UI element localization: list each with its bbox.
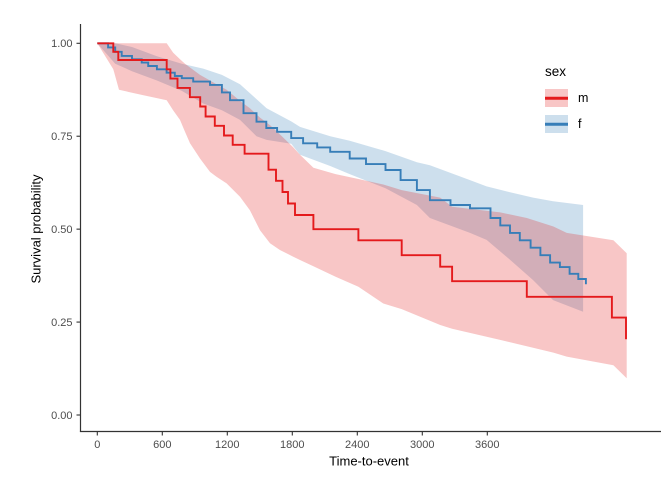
- legend-key-icon: [545, 89, 568, 107]
- y-tick-label: 0.25: [51, 317, 72, 329]
- x-tick-label: 3000: [410, 439, 434, 451]
- y-tick-label: 0.00: [51, 410, 72, 422]
- confidence-band-f: [97, 43, 584, 312]
- legend-item-label: m: [578, 91, 589, 105]
- y-axis-title: Survival probability: [28, 174, 44, 284]
- legend-item-label: f: [578, 117, 582, 131]
- confidence-band-m: [97, 43, 627, 379]
- legend-key-line: [545, 96, 568, 100]
- legend-title: sex: [545, 64, 567, 79]
- survival-curve-f: [97, 42, 587, 285]
- x-tick-label: 3600: [475, 439, 499, 451]
- x-tick-label: 2400: [345, 439, 369, 451]
- y-tick-label: 0.50: [51, 224, 72, 236]
- legend-key-icon: [545, 115, 568, 133]
- y-tick-label: 0.75: [51, 131, 72, 143]
- legend-key-line: [545, 122, 568, 126]
- x-tick-label: 1800: [280, 439, 304, 451]
- y-tick-label: 1.00: [51, 38, 72, 50]
- legend-item-m: m: [545, 89, 588, 107]
- x-tick-label: 0: [94, 439, 100, 451]
- x-axis-title: Time-to-event: [329, 453, 409, 469]
- legend-item-f: f: [545, 115, 588, 133]
- survival-curve-m: [97, 42, 627, 340]
- x-tick-label: 600: [153, 439, 171, 451]
- x-tick-label: 1200: [215, 439, 239, 451]
